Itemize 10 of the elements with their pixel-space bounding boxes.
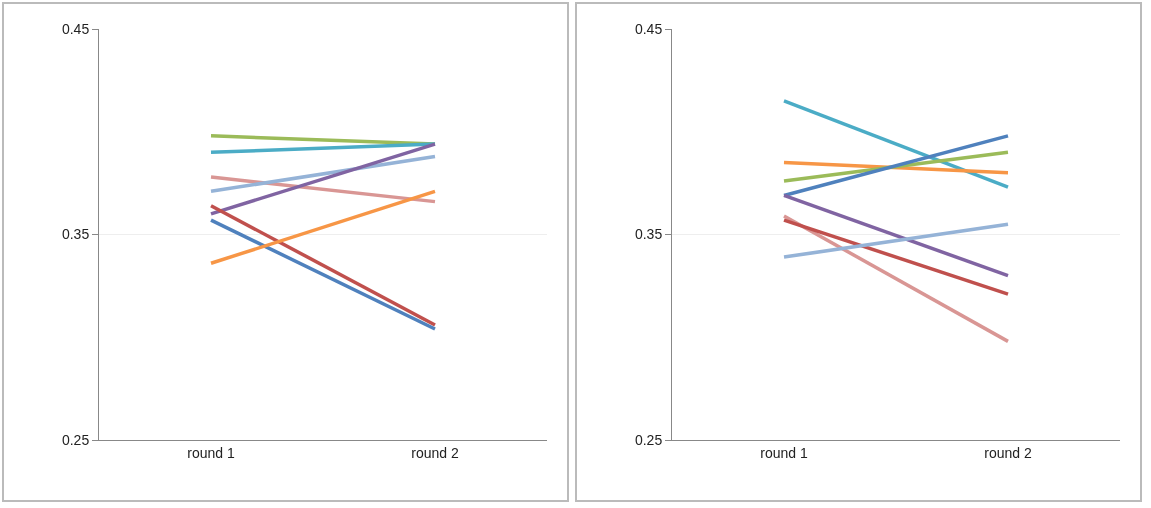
x-tick-label: round 2 bbox=[411, 444, 459, 461]
y-tick-label: 0.25 bbox=[61, 431, 90, 448]
y-tick-label: 0.25 bbox=[634, 431, 663, 448]
y-tick-label: 0.45 bbox=[634, 20, 663, 37]
y-tick-label: 0.35 bbox=[634, 226, 663, 243]
y-tick-label: 0.35 bbox=[61, 226, 90, 243]
y-tick-label: 0.45 bbox=[61, 20, 90, 37]
x-tick-label: round 1 bbox=[760, 444, 808, 461]
x-tick-label: round 1 bbox=[187, 444, 235, 461]
x-tick-label: round 2 bbox=[984, 444, 1032, 461]
